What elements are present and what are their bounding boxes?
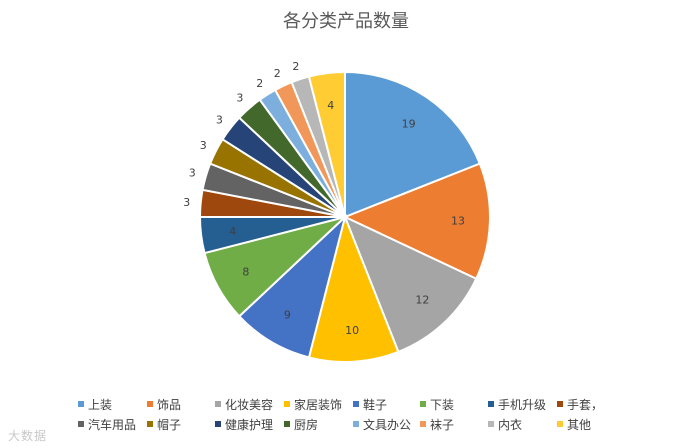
legend-swatch-13 <box>353 421 359 427</box>
legend-swatch-10 <box>147 421 153 427</box>
legend-label-1: 上装 <box>88 398 112 412</box>
data-label-10: 3 <box>200 139 207 152</box>
legend-swatch-12 <box>284 421 290 427</box>
legend-label-13: 文具办公 <box>363 417 411 432</box>
data-label-9: 3 <box>189 167 196 180</box>
chart-title: 各分类产品数量 <box>283 11 409 32</box>
pie-slice-4 <box>307 213 400 363</box>
pie-slice-3 <box>343 215 478 354</box>
legend-swatch-1 <box>78 401 84 407</box>
legend-label-8: 手套， <box>567 398 603 412</box>
legend-swatch-7 <box>488 401 494 407</box>
pie-slice-5 <box>237 213 347 359</box>
legend-swatch-15 <box>488 421 494 427</box>
pie-slices <box>198 70 491 363</box>
legend-swatch-2 <box>147 401 153 407</box>
watermark-logo: 大数据 <box>8 429 48 443</box>
data-label-12: 3 <box>236 92 243 105</box>
data-label-2: 13 <box>451 215 465 228</box>
data-label-13: 2 <box>256 77 263 90</box>
data-label-16: 4 <box>327 99 334 112</box>
pie-slice-16 <box>307 70 346 218</box>
legend-swatch-3 <box>215 401 221 407</box>
pie-slice-2 <box>342 162 491 281</box>
data-label-8: 3 <box>183 196 190 209</box>
data-label-11: 3 <box>216 114 223 127</box>
legend-label-12: 厨房 <box>294 417 318 432</box>
legend-label-16: 其他 <box>567 418 591 432</box>
legend-label-11: 健康护理 <box>225 417 273 432</box>
legend-swatch-14 <box>420 421 426 427</box>
legend-swatch-16 <box>557 421 563 427</box>
data-label-4: 10 <box>345 324 359 337</box>
legend-label-6: 下装 <box>430 398 454 412</box>
legend-swatch-8 <box>557 401 563 407</box>
legend-swatch-4 <box>284 401 290 407</box>
legend: 上装 饰品 化妆美容 家居装饰 鞋子 下装 手机升级 手套， 汽车用品 帽子 健康护理 厨房 文具办公 袜… <box>78 397 603 432</box>
legend-label-4: 家居装饰 <box>294 397 342 412</box>
legend-label-10: 帽子 <box>157 417 181 432</box>
data-label-3: 12 <box>415 293 429 306</box>
data-label-1: 19 <box>402 118 416 131</box>
legend-label-9: 汽车用品 <box>88 417 136 432</box>
legend-label-3: 化妆美容 <box>225 397 273 412</box>
legend-swatch-6 <box>420 401 426 407</box>
legend-label-5: 鞋子 <box>363 397 387 412</box>
legend-swatch-9 <box>78 421 84 427</box>
data-label-6: 8 <box>242 266 249 279</box>
data-label-15: 2 <box>292 60 299 73</box>
data-label-5: 9 <box>284 308 291 321</box>
legend-label-14: 袜子 <box>430 418 454 432</box>
legend-label-2: 饰品 <box>157 398 181 412</box>
legend-label-7: 手机升级 <box>498 398 546 412</box>
data-label-7: 4 <box>229 225 236 238</box>
pie-slice-1 <box>344 70 482 219</box>
legend-swatch-5 <box>353 401 359 407</box>
legend-swatch-11 <box>215 421 221 427</box>
legend-label-15: 内衣 <box>498 417 522 432</box>
data-label-14: 2 <box>274 67 281 80</box>
